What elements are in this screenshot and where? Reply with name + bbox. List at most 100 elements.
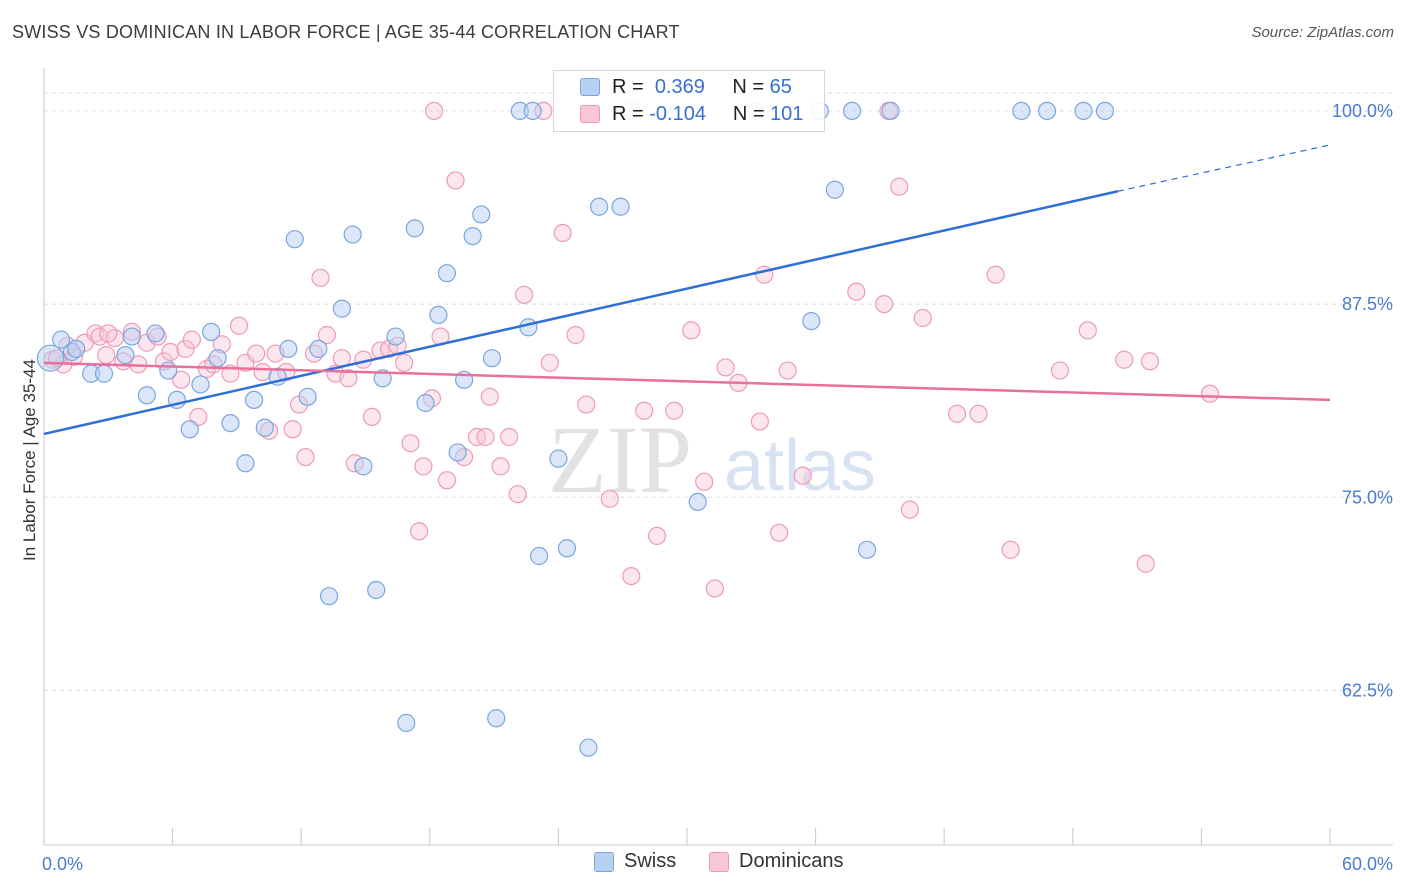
swiss-r-value: 0.369	[654, 75, 705, 98]
dominicans-point	[97, 345, 116, 365]
dominicans-point	[647, 526, 667, 546]
swiss-point	[530, 546, 549, 566]
dominicans-r-value: -0.104	[649, 102, 706, 125]
y-tick-labels: 62.5% 75.0% 87.5% 100.0%	[1332, 101, 1393, 701]
dominicans-point	[750, 412, 769, 431]
swiss-swatch	[580, 78, 600, 96]
dominicans-point	[253, 362, 272, 382]
grid-lines	[44, 92, 1393, 691]
dominicans-point	[362, 407, 382, 427]
swiss-point	[236, 454, 255, 473]
dominicans-point	[500, 427, 519, 447]
swiss-point	[802, 311, 821, 331]
dominicans-point	[1115, 350, 1134, 369]
dominicans-point	[394, 353, 414, 372]
legend-n-label: N =	[732, 102, 765, 125]
dominicans-point	[913, 308, 932, 328]
dominicans-point	[986, 265, 1005, 284]
swiss-point	[472, 205, 491, 224]
swiss-point	[1074, 101, 1093, 121]
swiss-point	[191, 375, 210, 394]
swiss-point	[298, 387, 317, 406]
y-tick-label: 100.0%	[1332, 101, 1393, 121]
swiss-point	[825, 180, 844, 199]
swiss-point	[137, 386, 156, 405]
swiss-point	[448, 443, 467, 462]
swiss-trend-extension	[1117, 144, 1331, 192]
swiss-legend-label: Swiss	[624, 850, 677, 872]
swiss-point	[386, 327, 405, 346]
swiss-point	[343, 225, 362, 244]
swiss-point	[208, 349, 227, 368]
dominicans-point	[553, 223, 572, 243]
dominicans-point	[1136, 554, 1155, 573]
x-tick-labels: 0.0% 60.0%	[42, 854, 1393, 874]
swiss-point	[116, 345, 135, 365]
legend-r-label: R =	[612, 102, 644, 125]
dominicans-point	[339, 369, 358, 388]
chart-title: SWISS VS DOMINICAN IN LABOR FORCE | AGE …	[12, 22, 680, 42]
swiss-point	[309, 339, 328, 359]
dominicans-trend-line	[43, 361, 1331, 402]
swiss-point	[354, 457, 373, 476]
dominicans-point	[182, 330, 201, 349]
dominicans-point	[540, 353, 559, 372]
swiss-point	[590, 197, 609, 216]
swiss-point	[688, 492, 707, 512]
y-tick-label: 75.0%	[1342, 487, 1393, 507]
swiss-point	[255, 418, 274, 437]
swiss-point	[416, 393, 435, 413]
y-tick-label: 87.5%	[1342, 294, 1393, 314]
trend-lines	[43, 144, 1331, 436]
swiss-point	[180, 420, 199, 439]
dominicans-point	[176, 339, 195, 359]
swiss-point	[279, 339, 298, 359]
swiss-point	[405, 219, 424, 238]
dominicans-point	[847, 282, 866, 301]
legend-n-label: N =	[732, 75, 765, 98]
swiss-point	[159, 361, 178, 380]
dominicans-point	[682, 321, 701, 340]
dominicans-point	[409, 522, 429, 541]
swiss-legend-swatch	[594, 851, 614, 872]
dominicans-point	[247, 344, 266, 363]
dominicans-point	[172, 370, 191, 389]
legend-row-swiss: R = 0.369 N = 65	[580, 75, 792, 99]
dominicans-point	[778, 361, 797, 380]
swiss-point	[122, 327, 141, 346]
swiss-point	[285, 230, 304, 249]
bottom-legend-dominicans: Dominicans	[709, 850, 843, 873]
swiss-point	[319, 587, 339, 606]
dominicans-point	[1050, 361, 1070, 380]
dominicans-point	[189, 407, 208, 427]
dominicans-point	[229, 316, 249, 335]
dominicans-legend-swatch	[709, 851, 729, 872]
swiss-point	[221, 413, 240, 433]
swiss-point	[857, 540, 877, 559]
dominicans-point	[622, 566, 641, 586]
swiss-point	[487, 709, 506, 728]
watermark-atlas: atlas	[724, 426, 876, 506]
dominicans-point	[1078, 321, 1097, 340]
dominicans-point	[283, 420, 302, 439]
dominicans-point	[508, 485, 527, 504]
axes	[43, 68, 1393, 846]
dominicans-point	[705, 579, 724, 598]
x-tick-label-max: 60.0%	[1342, 854, 1393, 874]
dominicans-point	[577, 395, 596, 414]
swiss-point	[482, 349, 502, 368]
dominicans-point	[969, 404, 988, 423]
dominicans-point	[437, 471, 457, 490]
dominicans-point	[900, 500, 920, 519]
dominicans-point	[476, 427, 495, 447]
dominicans-point	[695, 472, 714, 491]
swiss-point	[429, 305, 448, 325]
swiss-point	[519, 318, 538, 337]
x-tick-label-min: 0.0%	[42, 854, 83, 874]
swiss-point	[397, 713, 416, 733]
legend-r-label: R =	[612, 75, 644, 98]
dominicans-point	[491, 457, 510, 476]
swiss-point	[36, 344, 65, 372]
swiss-point	[367, 580, 386, 600]
dominicans-point	[480, 387, 499, 406]
